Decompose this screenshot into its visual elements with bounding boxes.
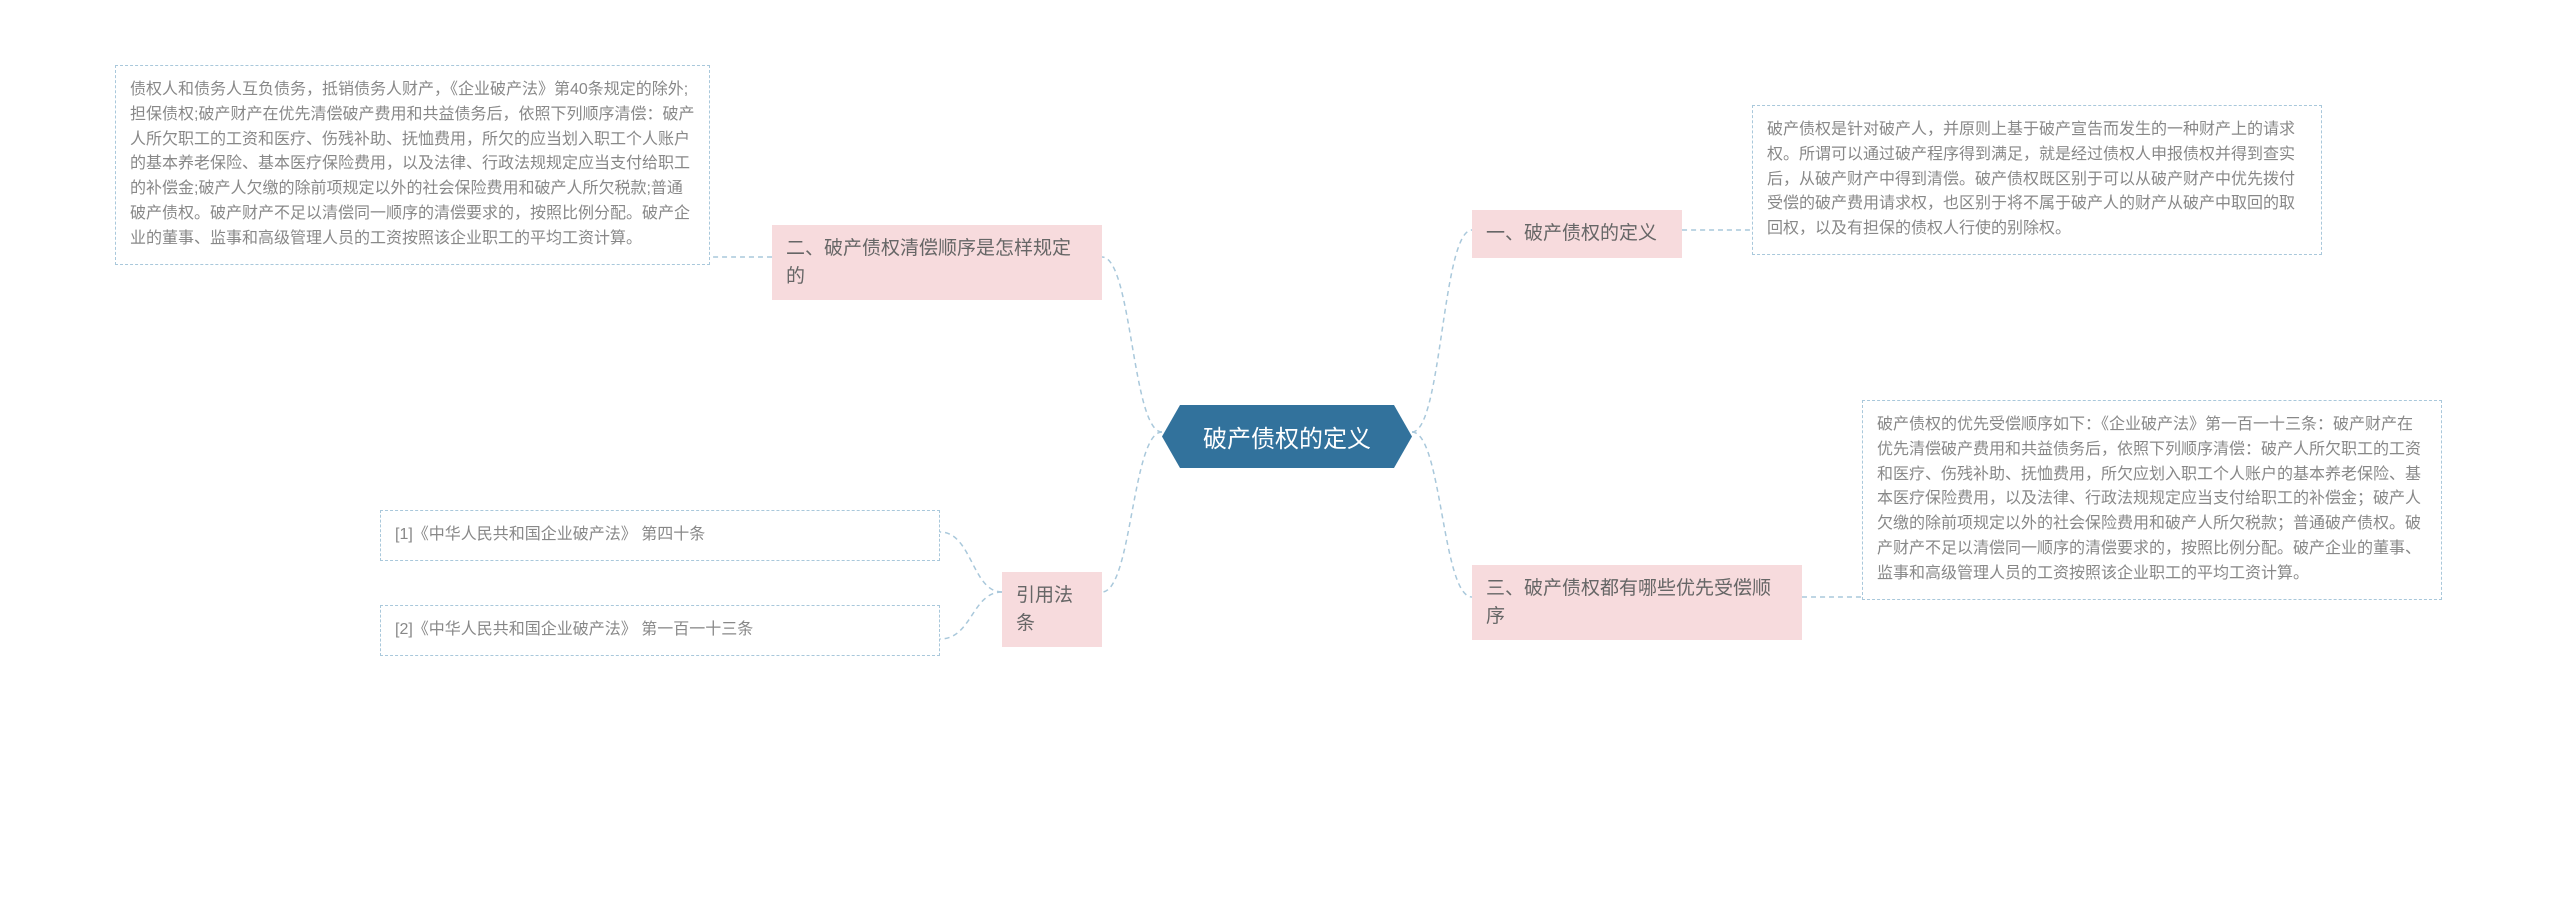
branch-r1[interactable]: 一、破产债权的定义 (1472, 210, 1682, 258)
branch-l1[interactable]: 二、破产债权清偿顺序是怎样规定的 (772, 225, 1102, 300)
leaf-l2a: [1]《中华人民共和国企业破产法》 第四十条 (380, 510, 940, 561)
leaf-l2b: [2]《中华人民共和国企业破产法》 第一百一十三条 (380, 605, 940, 656)
leaf-r1a: 破产债权是针对破产人，并原则上基于破产宣告而发生的一种财产上的请求权。所谓可以通… (1752, 105, 2322, 255)
branch-l2[interactable]: 引用法条 (1002, 572, 1102, 647)
root-node[interactable]: 破产债权的定义 (1162, 405, 1412, 468)
mindmap-canvas: 破产债权的定义 二、破产债权清偿顺序是怎样规定的 债权人和债务人互负债务，抵销债… (0, 0, 2560, 909)
leaf-r2a: 破产债权的优先受偿顺序如下：《企业破产法》第一百一十三条：破产财产在优先清偿破产… (1862, 400, 2442, 600)
leaf-l1a: 债权人和债务人互负债务，抵销债务人财产，《企业破产法》第40条规定的除外;担保债… (115, 65, 710, 265)
branch-r2[interactable]: 三、破产债权都有哪些优先受偿顺序 (1472, 565, 1802, 640)
